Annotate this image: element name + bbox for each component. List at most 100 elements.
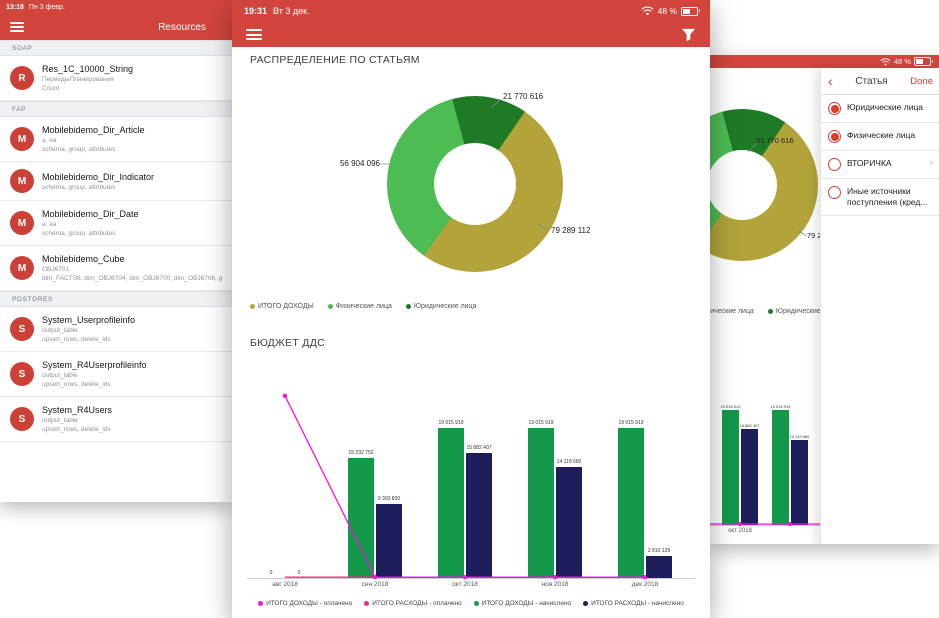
bar-expense-accrued[interactable]	[556, 467, 582, 578]
legend-item: Юридические лица	[767, 308, 839, 315]
done-button[interactable]: Done	[910, 75, 933, 87]
bar-expense-accrued[interactable]	[646, 556, 672, 578]
resource-title: System_Userprofileinfo	[42, 315, 136, 325]
wifi-icon	[880, 57, 891, 65]
filter-panel-header: ‹ Статья Done	[821, 68, 939, 95]
resource-row[interactable]: M Mobilebidemo_Dir_Date a, ea schema, group…	[0, 201, 232, 246]
resources-list: SOAP R Res_1C_10000_String ПериодыПланирова…	[0, 40, 232, 442]
legend-item: ИТОГО РАСХОДЫ - начислено	[583, 600, 684, 607]
bar-value-label: 15 882 407	[466, 445, 492, 451]
legend-label: Юридические лица	[413, 303, 477, 310]
bar-expense-accrued[interactable]	[376, 504, 402, 578]
resource-subtitle: upsert_rows, delete_ids	[42, 336, 111, 343]
donut-ring[interactable]	[387, 96, 563, 272]
filter-options-list: Юридические лица Физические лица ВТОРИЧКА ›…	[821, 95, 939, 216]
bar-income-accrued[interactable]	[618, 428, 644, 578]
resource-info: System_R4Users output_table upsert_rows, d…	[42, 404, 112, 434]
bar-value-label: 14 119 660	[556, 459, 582, 465]
bar-value-label: 0	[269, 570, 273, 576]
back-chevron-icon[interactable]: ‹	[828, 73, 833, 89]
filter-icon[interactable]	[681, 28, 696, 42]
resource-type-badge: S	[10, 407, 34, 431]
donut-value-label: 79 289 112	[551, 226, 591, 235]
bar-value-label: 15 882 407	[739, 423, 760, 428]
status-time: 13:18	[6, 3, 24, 11]
filter-option[interactable]: Юридические лица	[821, 95, 939, 123]
legend-item: Юридические лица	[405, 303, 477, 310]
bar-value-label: 19 015 919	[720, 404, 741, 409]
legend-marker	[327, 304, 333, 309]
filter-option[interactable]: ВТОРИЧКА ›	[821, 151, 939, 179]
radio-selected-icon[interactable]	[828, 130, 841, 143]
resource-subtitle: upsert_rows, delete_ids	[42, 426, 111, 433]
donut-chart[interactable]	[387, 96, 563, 272]
status-date: Вт 3 дек.	[273, 6, 310, 16]
resource-type-badge: M	[10, 127, 34, 151]
resource-type-badge: R	[10, 66, 34, 90]
resource-row[interactable]: R Res_1C_10000_String ПериодыПланирования C…	[0, 56, 232, 101]
legend-label: ИТОГО ДОХОДЫ - оплачено	[266, 600, 353, 607]
donut-value-label: 56 904 096	[339, 159, 380, 168]
x-axis-label: ноя 2018	[541, 581, 569, 588]
bar-chart-fragment[interactable]: окт 2018 19 015 919 15 882 407 19 015 919 1…	[710, 404, 824, 539]
bar-chart[interactable]: авг 2018 0 0 сен 2018 15 232 752 9 393 830 окт…	[247, 390, 695, 592]
resource-row[interactable]: S System_R4Users output_table upsert_rows, …	[0, 397, 232, 442]
resource-subtitle: output_table	[42, 372, 78, 379]
section-header: POSTGRES	[0, 291, 232, 307]
nav-title: Resources	[158, 21, 206, 33]
bar-income-accrued[interactable]	[528, 428, 554, 578]
bar-expense-accrued[interactable]	[466, 453, 492, 578]
bar-legend: ИТОГО ДОХОДЫ - оплачено ИТОГО РАСХОДЫ - о…	[232, 600, 710, 607]
resource-row[interactable]: M Mobilebidemo_Dir_Article a, ea schema, gr…	[0, 117, 232, 162]
resource-type-badge: M	[10, 169, 34, 193]
donut-value-label: 21 770 616	[756, 136, 794, 145]
resource-subtitle: a, ea	[42, 221, 57, 228]
resource-info: Mobilebidemo_Cube OBJ6701 dim_FACTS6, dim_…	[42, 253, 222, 283]
bar-expense-accrued[interactable]	[791, 440, 808, 525]
resource-subtitle: Count	[42, 85, 60, 92]
bar-value-label: 2 810 128	[647, 548, 671, 554]
x-axis-label: дек 2018	[631, 581, 659, 588]
filter-option-label: Физические лица	[847, 130, 916, 140]
battery-percent: 48 %	[893, 57, 911, 66]
radio-icon[interactable]	[828, 186, 841, 199]
resources-screen: 13:18 Пн 3 февр. Resources SOAP R Res_1C_1…	[0, 0, 232, 502]
legend-marker	[583, 601, 589, 606]
resource-row[interactable]: S System_Userprofileinfo output_table upser…	[0, 307, 232, 352]
status-bar: 48 %	[710, 55, 939, 68]
resource-row[interactable]: M Mobilebidemo_Cube OBJ6701 dim_FACTS6, dim…	[0, 246, 232, 291]
donut-chart-fragment[interactable]	[710, 109, 818, 261]
resource-info: Mobilebidemo_Dir_Article a, ea schema, gro…	[42, 124, 145, 154]
resource-subtitle: OBJ6701	[42, 266, 70, 273]
section-header: FAP	[0, 101, 232, 117]
bar-value-label: 19 015 919	[528, 420, 554, 426]
x-axis-label: окт 2018	[452, 581, 478, 588]
radio-icon[interactable]	[828, 158, 841, 171]
dashboard-screen: 19:31 Вт 3 дек. 48 % РАСПРЕДЕЛЕНИЕ ПО СТ…	[232, 0, 710, 618]
menu-icon[interactable]	[246, 29, 262, 40]
battery-percent: 48 %	[657, 6, 677, 16]
resource-subtitle: schema, group, attributes	[42, 146, 116, 153]
legend-item: Физические лица	[710, 308, 754, 315]
resource-row[interactable]: M Mobilebidemo_Dir_Indicator schema, group…	[0, 162, 232, 201]
radio-selected-icon[interactable]	[828, 102, 841, 115]
resource-subtitle: schema, group, attributes	[42, 183, 116, 191]
filter-option[interactable]: Иные источники поступления (кред...	[821, 179, 939, 216]
menu-icon[interactable]	[10, 22, 24, 32]
legend-item: Физические лица	[327, 303, 392, 310]
resource-info: Mobilebidemo_Dir_Indicator schema, group,…	[42, 171, 154, 192]
resource-row[interactable]: S System_R4Userprofileinfo output_table ups…	[0, 352, 232, 397]
x-axis	[710, 525, 824, 526]
bar-income-accrued[interactable]	[722, 410, 739, 525]
wifi-icon	[641, 6, 654, 16]
legend-label: Физические лица	[710, 308, 754, 315]
resource-title: Mobilebidemo_Dir_Indicator	[42, 171, 155, 182]
legend-label: ИТОГО ДОХОДЫ	[258, 303, 314, 310]
section-header: SOAP	[0, 40, 232, 56]
bar-expense-accrued[interactable]	[741, 429, 758, 525]
filter-option[interactable]: Физические лица	[821, 123, 939, 151]
bar-income-accrued[interactable]	[772, 410, 789, 525]
bar-income-accrued[interactable]	[348, 458, 374, 578]
nav-bar: Resources	[0, 14, 232, 40]
donut-legend: ИТОГО ДОХОДЫ Физические лица Юридические л…	[250, 303, 477, 310]
